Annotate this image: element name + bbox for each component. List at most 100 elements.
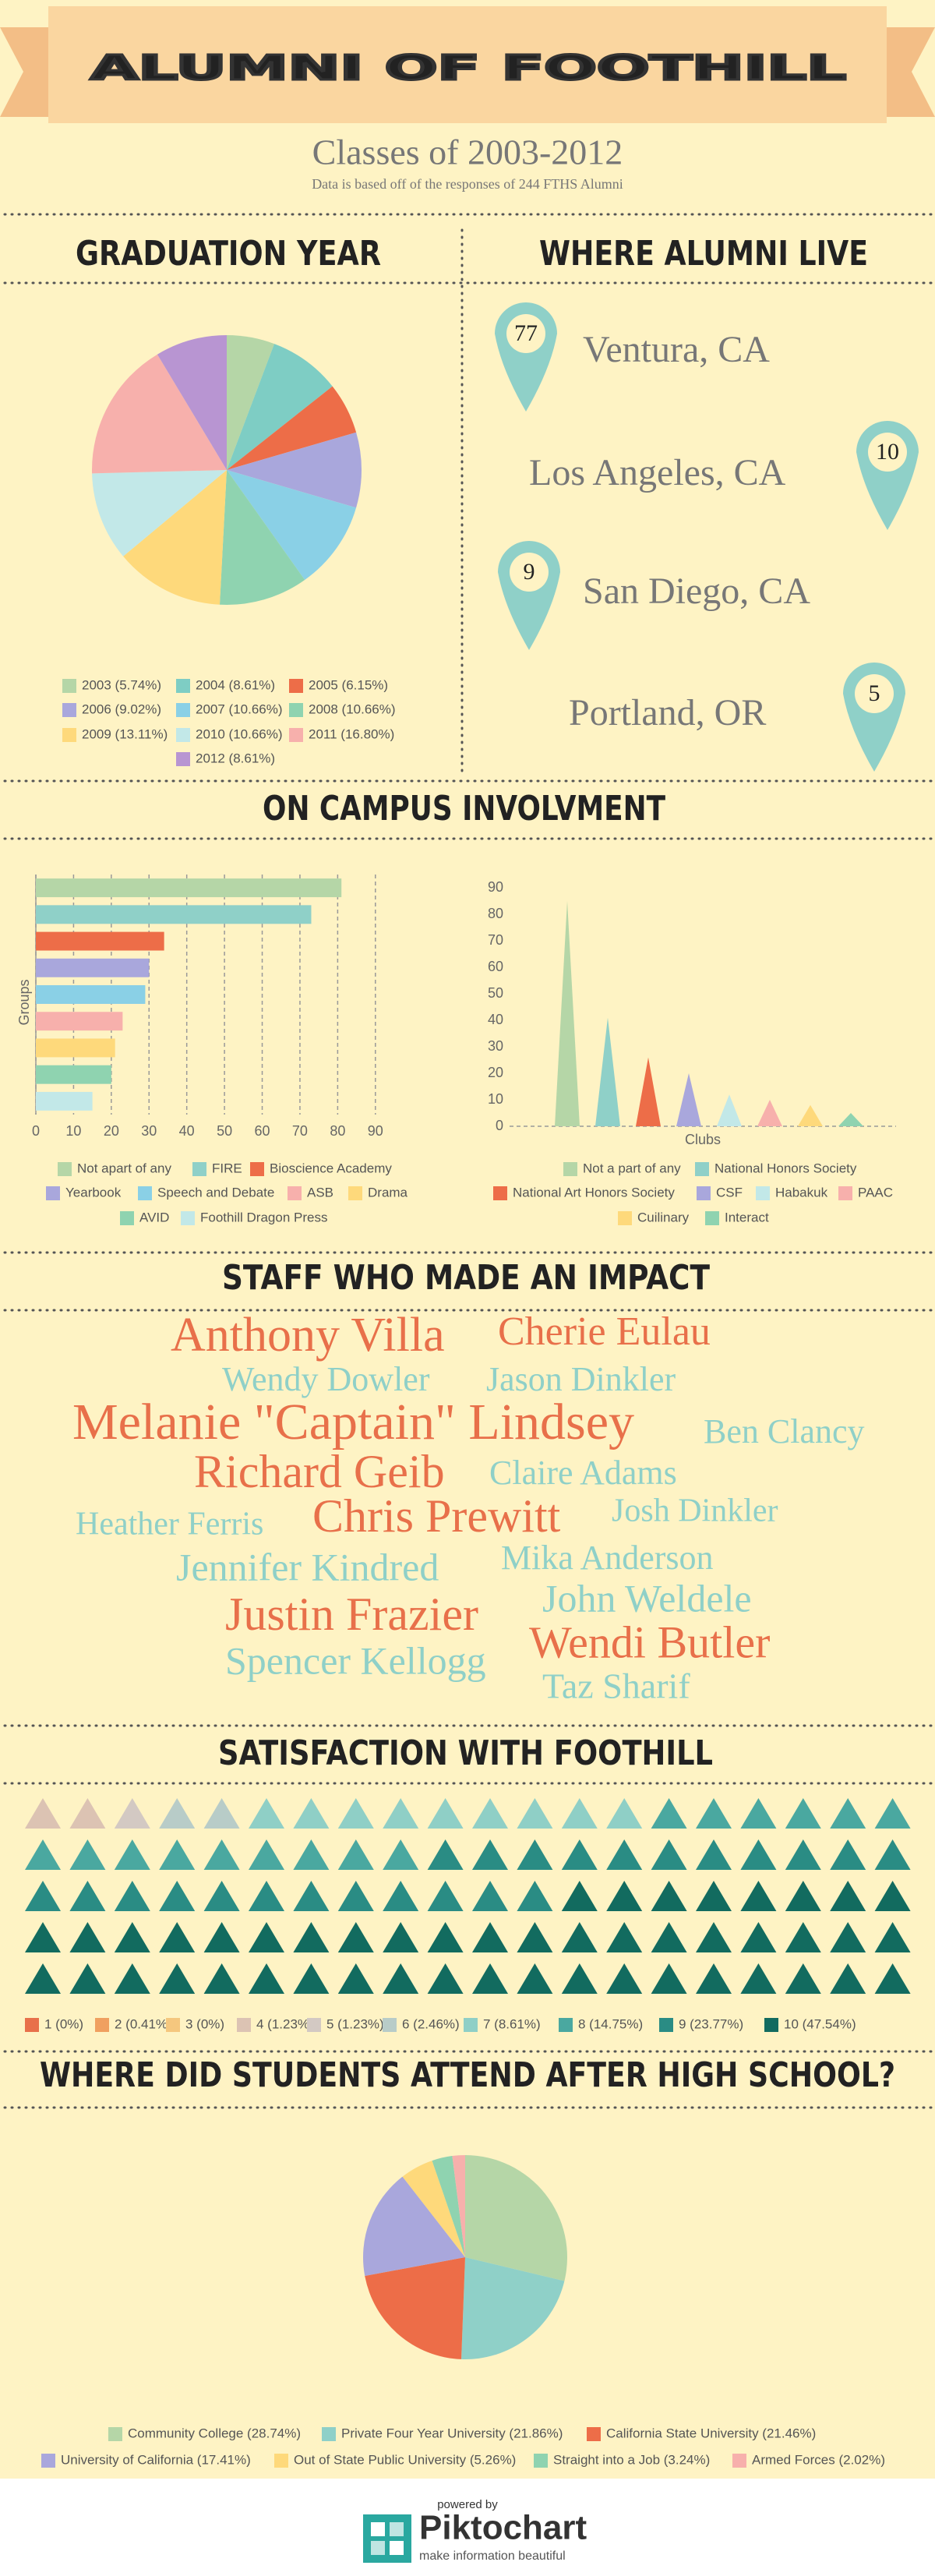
icon (785, 1881, 821, 1911)
staff-name: Heather Ferris (76, 1507, 263, 1542)
bar (36, 985, 146, 1004)
legend-swatch (307, 2018, 321, 2032)
legend-label: Bioscience Academy (270, 1161, 392, 1175)
ribbon-tail (873, 27, 935, 117)
legend-label: 2004 (8.61%) (196, 677, 275, 692)
icon (740, 1922, 777, 1952)
staff-name: Jennifer Kindred (176, 1545, 439, 1588)
icon (383, 1922, 419, 1952)
y-tick-label: 0 (496, 1118, 503, 1133)
icon (651, 1881, 687, 1911)
legend-label: 2003 (5.74%) (82, 677, 161, 692)
staff-name: Justin Frazier (225, 1588, 478, 1640)
icon (874, 1839, 911, 1870)
pin-center (510, 553, 549, 592)
icon (651, 1963, 687, 1994)
x-tick-label: 10 (65, 1123, 81, 1139)
legend-swatch (493, 1186, 507, 1200)
staff-name: Jason Dinkler (486, 1360, 676, 1398)
legend-swatch (659, 2018, 673, 2032)
icon (337, 1922, 374, 1952)
legend-label: Cuilinary (637, 1210, 690, 1224)
icon (696, 1922, 732, 1952)
staff-name: Spencer Kellogg (225, 1638, 486, 1682)
legend-swatch (587, 2427, 601, 2441)
icon (606, 1922, 643, 1952)
legend-label: AVID (139, 1210, 169, 1224)
y-tick-label: 80 (488, 906, 503, 921)
icon (606, 1839, 643, 1870)
section-title: WHERE ALUMNI LIVE (539, 234, 868, 274)
legend-label: 2009 (13.11%) (82, 726, 168, 741)
location-count: 5 (869, 680, 880, 706)
x-tick-label: 90 (368, 1123, 383, 1139)
powered-by: powered by (437, 2498, 498, 2511)
legend-swatch (534, 2454, 548, 2468)
logo-cell (390, 2522, 404, 2536)
spike (676, 1073, 701, 1126)
legend-swatch (250, 1162, 264, 1176)
y-tick-label: 20 (488, 1065, 503, 1080)
pie-slice (219, 470, 305, 605)
legend-swatch (289, 728, 303, 742)
x-tick-label: 60 (255, 1123, 270, 1139)
icon (69, 1963, 106, 1994)
location-count: 10 (876, 439, 899, 465)
logo-cell (371, 2541, 385, 2555)
pie-slice (365, 2257, 465, 2359)
icon (203, 1798, 240, 1829)
location-count: 9 (524, 559, 535, 585)
legend-label: 2 (0.41%) (115, 2016, 172, 2031)
icon (696, 1839, 732, 1870)
icon (159, 1922, 196, 1952)
spike (838, 1113, 863, 1126)
subtitle: Classes of 2003-2012 (312, 133, 623, 172)
pie-slice (227, 335, 275, 470)
legend-swatch (176, 679, 190, 693)
spike (798, 1104, 823, 1126)
pie-slice (432, 2156, 465, 2257)
icon (740, 1963, 777, 1994)
icon (606, 1798, 643, 1829)
spike (595, 1017, 620, 1126)
y-tick-label: 70 (488, 932, 503, 948)
legend-swatch (138, 1186, 152, 1200)
staff-name: John Weldele (542, 1576, 752, 1620)
legend-swatch (192, 1162, 206, 1176)
legend-swatch (176, 728, 190, 742)
icon (427, 1922, 464, 1952)
legend-label: Not a part of any (583, 1161, 681, 1175)
pie-slice (91, 354, 227, 474)
legend-swatch (764, 2018, 778, 2032)
legend-swatch (181, 1211, 195, 1225)
icon (517, 1798, 553, 1829)
staff-name: Richard Geib (194, 1446, 445, 1497)
x-tick-label: 80 (330, 1123, 345, 1139)
legend-label: National Honors Society (714, 1161, 857, 1175)
icon (25, 1922, 61, 1952)
legend-label: 6 (2.46%) (402, 2016, 460, 2031)
legend-label: Straight into a Job (3.24%) (553, 2452, 710, 2467)
icon (874, 1798, 911, 1829)
icon (561, 1963, 598, 1994)
legend-swatch (120, 1211, 134, 1225)
legend-swatch (756, 1186, 770, 1200)
icon (561, 1798, 598, 1829)
legend-label: 2005 (6.15%) (309, 677, 388, 692)
icon (830, 1839, 866, 1870)
brand: Piktochart (419, 2509, 587, 2547)
legend-label: Community College (28.74%) (128, 2426, 301, 2440)
legend-swatch (166, 2018, 180, 2032)
legend-label: PAAC (858, 1185, 893, 1200)
staff-name: Wendi Butler (529, 1617, 770, 1667)
spike (636, 1057, 661, 1126)
icon (293, 1881, 330, 1911)
legend-label: 2010 (10.66%) (196, 726, 283, 741)
icon (472, 1839, 508, 1870)
bar (36, 1038, 115, 1058)
icon (606, 1881, 643, 1911)
staff-name: Chris Prewitt (312, 1490, 561, 1542)
staff-name: Josh Dinkler (612, 1493, 778, 1529)
legend-swatch (289, 679, 303, 693)
